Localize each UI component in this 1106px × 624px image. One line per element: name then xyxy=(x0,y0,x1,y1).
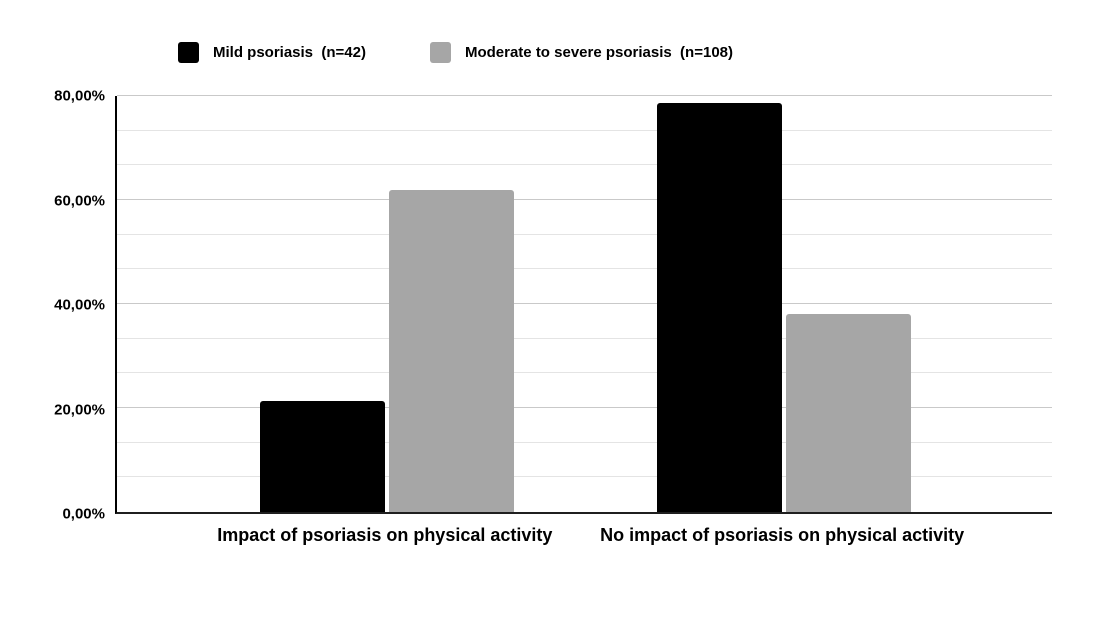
bar-moderate-impact xyxy=(388,189,514,512)
bar-mild-impact xyxy=(259,400,385,512)
legend-label-moderate: Moderate to severe psoriasis (n=108) xyxy=(464,44,733,61)
legend-item-mild: Mild psoriasis (n=42) xyxy=(178,42,366,63)
y-axis-tick-label: 80,00% xyxy=(54,87,105,105)
x-category-label-no-impact: No impact of psoriasis on physical activ… xyxy=(600,525,965,545)
legend-swatch-moderate xyxy=(429,42,451,63)
legend: Mild psoriasis (n=42) Moderate to severe… xyxy=(178,42,733,63)
plot-area xyxy=(115,95,1052,514)
bar-mild-no-impact xyxy=(657,103,783,512)
x-category-label-impact: Impact of psoriasis on physical activity xyxy=(217,525,553,545)
y-axis-tick-label: 60,00% xyxy=(54,192,105,209)
legend-item-moderate: Moderate to severe psoriasis (n=108) xyxy=(429,42,733,63)
gridline-major xyxy=(117,303,1052,304)
gridline-minor xyxy=(117,129,1052,131)
gridline-minor xyxy=(117,476,1052,478)
gridline-minor xyxy=(117,441,1052,443)
gridline-minor xyxy=(117,164,1052,166)
y-axis: 0,00% 20,00% 40,00% 60,00% 80,00% xyxy=(0,89,105,522)
y-axis-tick-label: 40,00% xyxy=(54,296,105,314)
legend-label-mild: Mild psoriasis (n=42) xyxy=(213,44,366,61)
y-axis-tick-label: 0,00% xyxy=(62,505,105,523)
y-axis-tick-label: 20,00% xyxy=(54,401,105,418)
gridline-minor xyxy=(117,372,1052,374)
gridline-minor xyxy=(117,268,1052,270)
gridline-major xyxy=(117,407,1052,408)
gridline-minor xyxy=(117,337,1052,339)
gridline-major xyxy=(117,199,1052,200)
gridline-minor xyxy=(117,233,1052,235)
bar-moderate-no-impact xyxy=(786,314,912,512)
legend-swatch-mild xyxy=(178,42,199,63)
gridline-major xyxy=(117,95,1052,96)
